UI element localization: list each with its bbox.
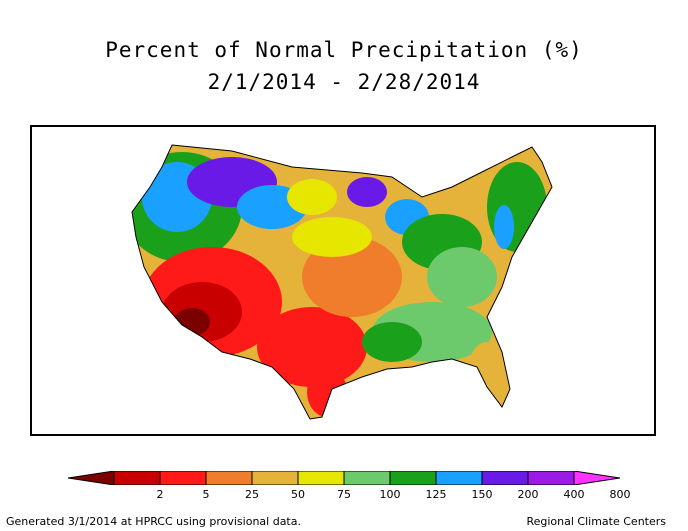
us-precipitation-map-graphic xyxy=(131,144,553,420)
scale-label: 800 xyxy=(609,488,631,501)
scale-label: 50 xyxy=(291,488,305,501)
scale-swatch xyxy=(481,471,529,485)
scale-label: 200 xyxy=(517,488,539,501)
scale-label: 75 xyxy=(337,488,351,501)
color-scale-bar xyxy=(68,471,620,485)
scale-swatch xyxy=(435,471,483,485)
scale-arrow-low xyxy=(68,471,115,485)
source-credit: Regional Climate Centers xyxy=(526,515,666,528)
scale-swatch xyxy=(527,471,575,485)
scale-swatch xyxy=(297,471,345,485)
scale-swatch xyxy=(389,471,437,485)
generated-note: Generated 3/1/2014 at HPRCC using provis… xyxy=(6,515,301,528)
scale-label: 100 xyxy=(379,488,401,501)
scale-label: 150 xyxy=(471,488,493,501)
map-title: Percent of Normal Precipitation (%) xyxy=(105,38,583,62)
scale-label: 25 xyxy=(245,488,259,501)
scale-swatch xyxy=(159,471,207,485)
scale-swatch xyxy=(205,471,253,485)
scale-label: 400 xyxy=(563,488,585,501)
scale-label: 2 xyxy=(156,488,164,501)
scale-label: 125 xyxy=(425,488,447,501)
scale-arrow-high xyxy=(573,471,620,485)
scale-swatch xyxy=(113,471,161,485)
precipitation-map xyxy=(30,125,656,436)
scale-label: 5 xyxy=(202,488,210,501)
map-date-range: 2/1/2014 - 2/28/2014 xyxy=(207,70,481,94)
scale-swatch xyxy=(343,471,391,485)
scale-swatch xyxy=(251,471,299,485)
